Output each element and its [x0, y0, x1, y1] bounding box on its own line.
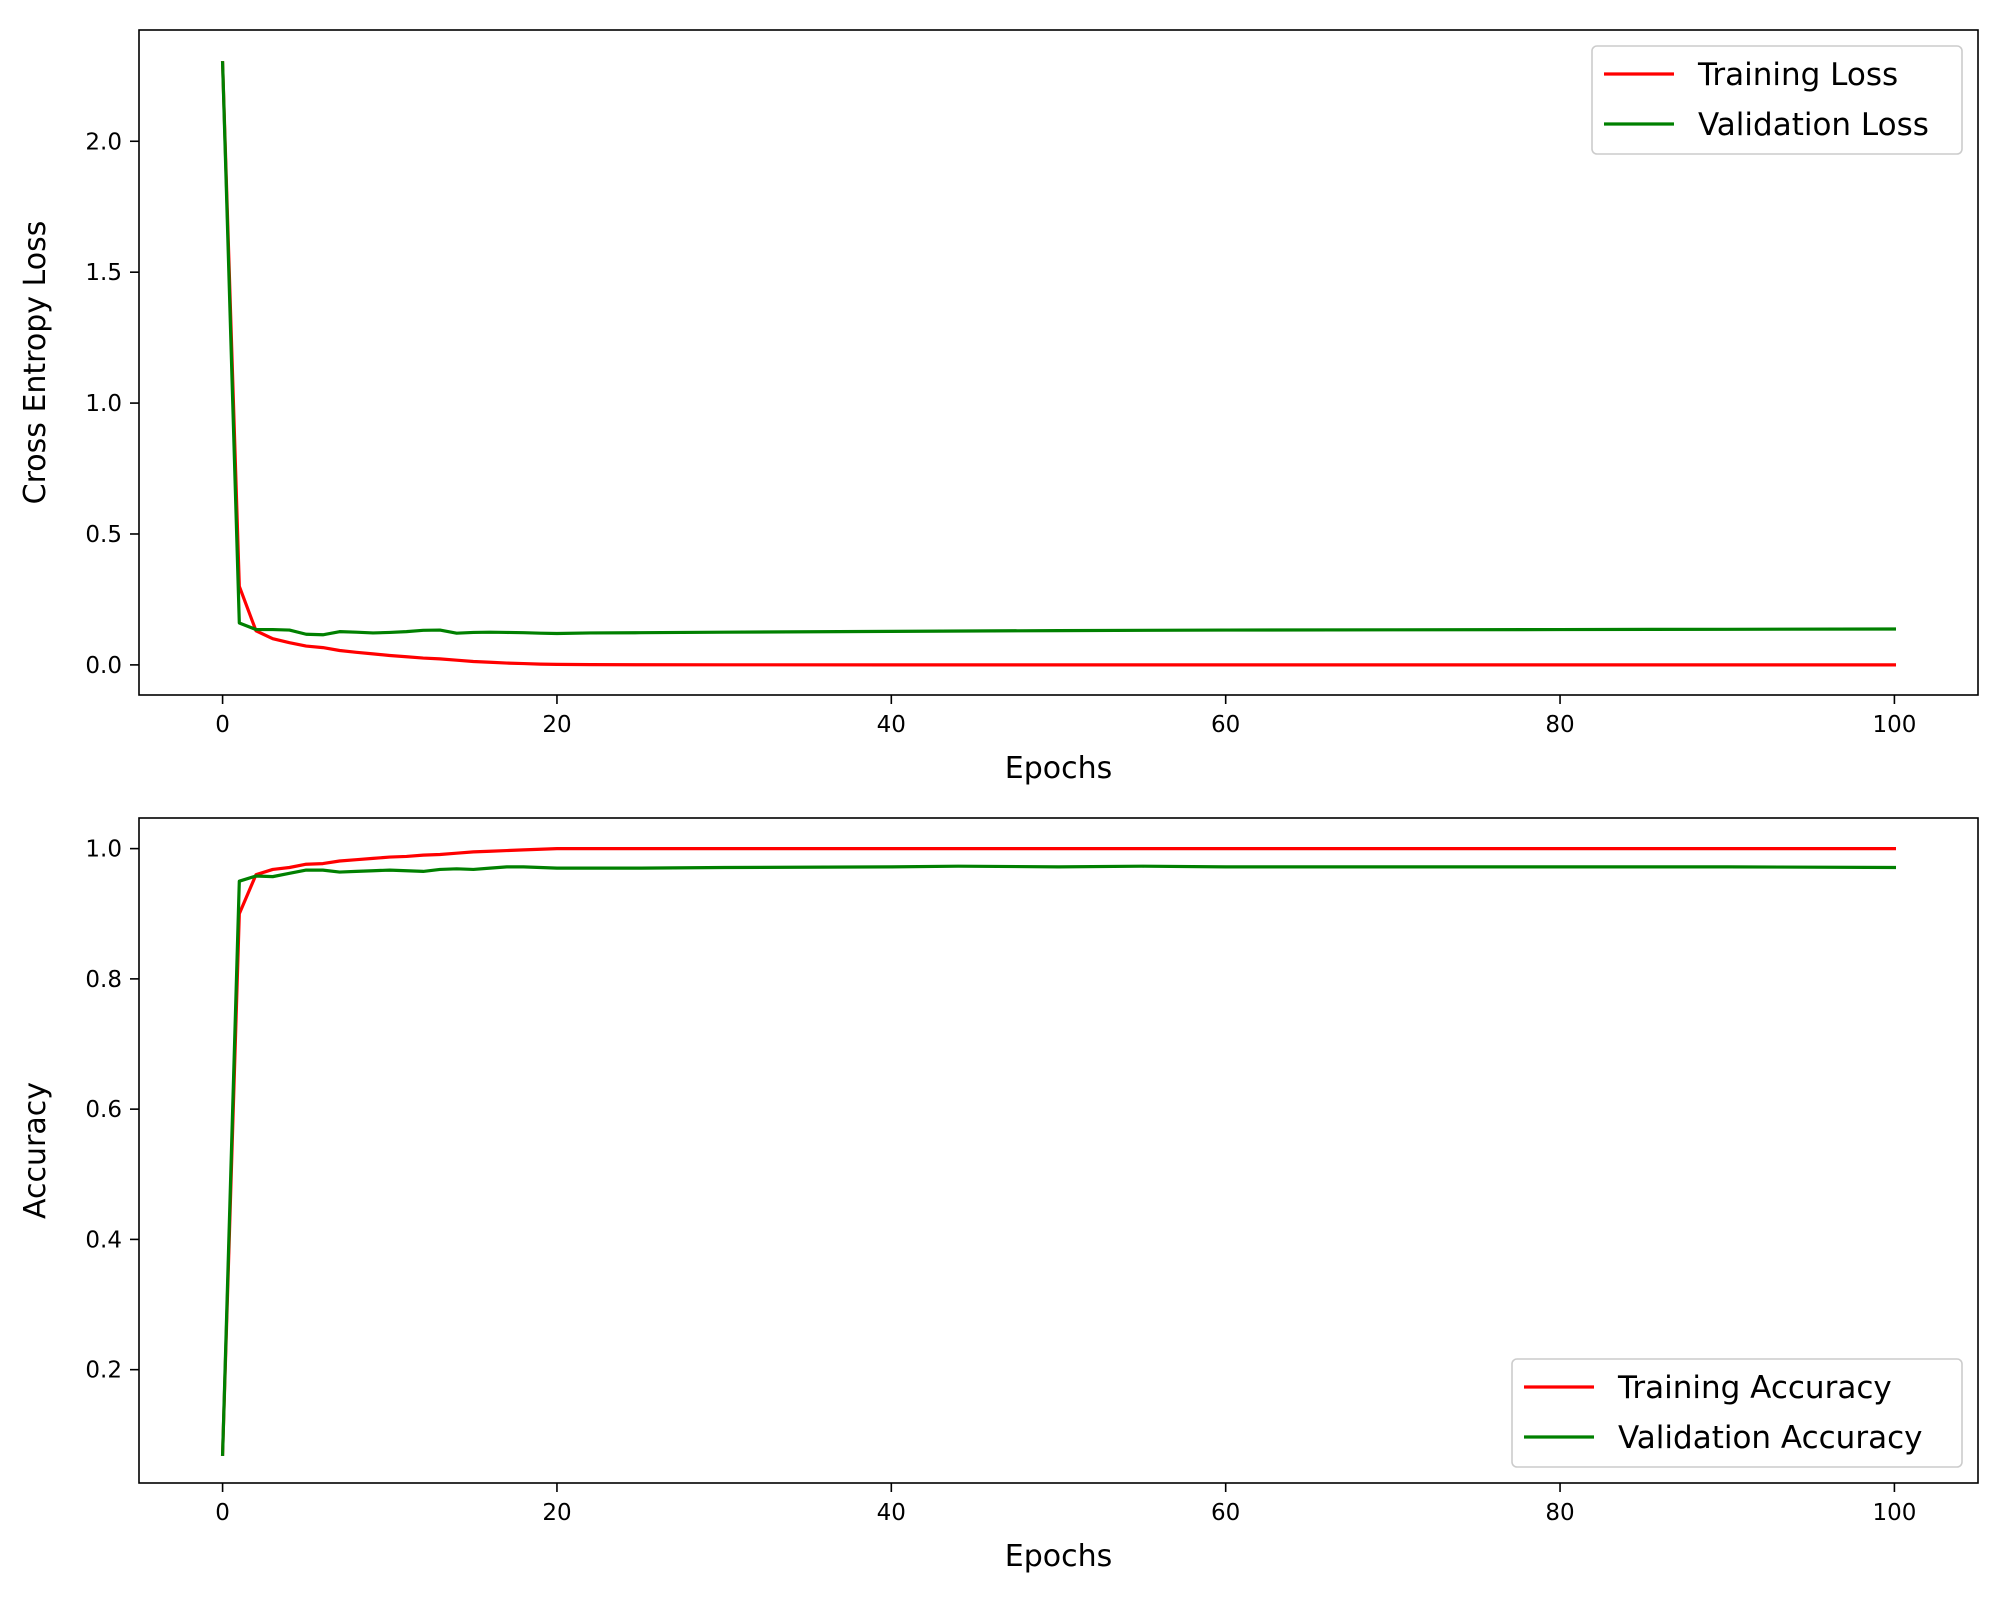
plot-frame [138, 29, 1979, 696]
plot-frame [138, 817, 1979, 1484]
y-tick-label: 0.4 [85, 1227, 122, 1253]
x-tick-label: 0 [215, 1500, 230, 1526]
x-axis-label: Epochs [1005, 1539, 1113, 1574]
x-tick-label: 80 [1545, 712, 1574, 738]
x-tick-label: 60 [1211, 712, 1240, 738]
x-tick-label: 60 [1211, 1500, 1240, 1526]
legend: Training Accuracy Validation Accuracy [1511, 1358, 1963, 1468]
x-tick-label: 20 [542, 712, 571, 738]
x-tick-label: 100 [1872, 712, 1916, 738]
series-line-training [220, 61, 1897, 667]
chart-panel-1: 0 20 40 60 80 100 0.0 0.5 1.0 1.5 2.0 Epochs Cross E… [18, 29, 1979, 786]
chart-panel-2: 0 20 40 60 80 100 0.2 0.4 0.6 0.8 1.0 Epochs Accurac… [18, 817, 1979, 1574]
legend-box [1511, 1358, 1963, 1468]
series-line-validation [220, 864, 1897, 1456]
y-tick-label: 0.5 [85, 522, 122, 548]
legend-box [1591, 45, 1963, 155]
y-axis-label: Accuracy [18, 1082, 53, 1219]
y-tick-label: 1.5 [85, 260, 122, 286]
y-axis-label: Cross Entropy Loss [18, 221, 53, 505]
y-tick-label: 0.0 [85, 653, 122, 679]
y-tick-label: 1.0 [85, 391, 122, 417]
x-tick-label: 40 [877, 1500, 906, 1526]
x-tick-label: 40 [877, 712, 906, 738]
y-tick-label: 2.0 [85, 129, 122, 155]
y-tick-label: 0.8 [85, 967, 122, 993]
legend-label-validation: Validation Accuracy [1618, 1420, 1922, 1456]
legend: Training Loss Validation Loss [1591, 45, 1963, 155]
y-tick-label: 0.2 [85, 1358, 122, 1384]
y-tick-label: 1.0 [85, 837, 122, 863]
x-tick-label: 80 [1545, 1500, 1574, 1526]
y-tick-label: 0.6 [85, 1097, 122, 1123]
legend-label-training: Training Loss [1697, 57, 1898, 93]
legend-label-training: Training Accuracy [1617, 1370, 1892, 1406]
x-tick-label: 100 [1872, 1500, 1916, 1526]
x-tick-label: 20 [542, 1500, 571, 1526]
series-line-validation [220, 61, 1897, 637]
series-line-training [220, 847, 1897, 1456]
x-tick-label: 0 [215, 712, 230, 738]
legend-label-validation: Validation Loss [1698, 107, 1929, 143]
x-axis-label: Epochs [1005, 751, 1113, 786]
